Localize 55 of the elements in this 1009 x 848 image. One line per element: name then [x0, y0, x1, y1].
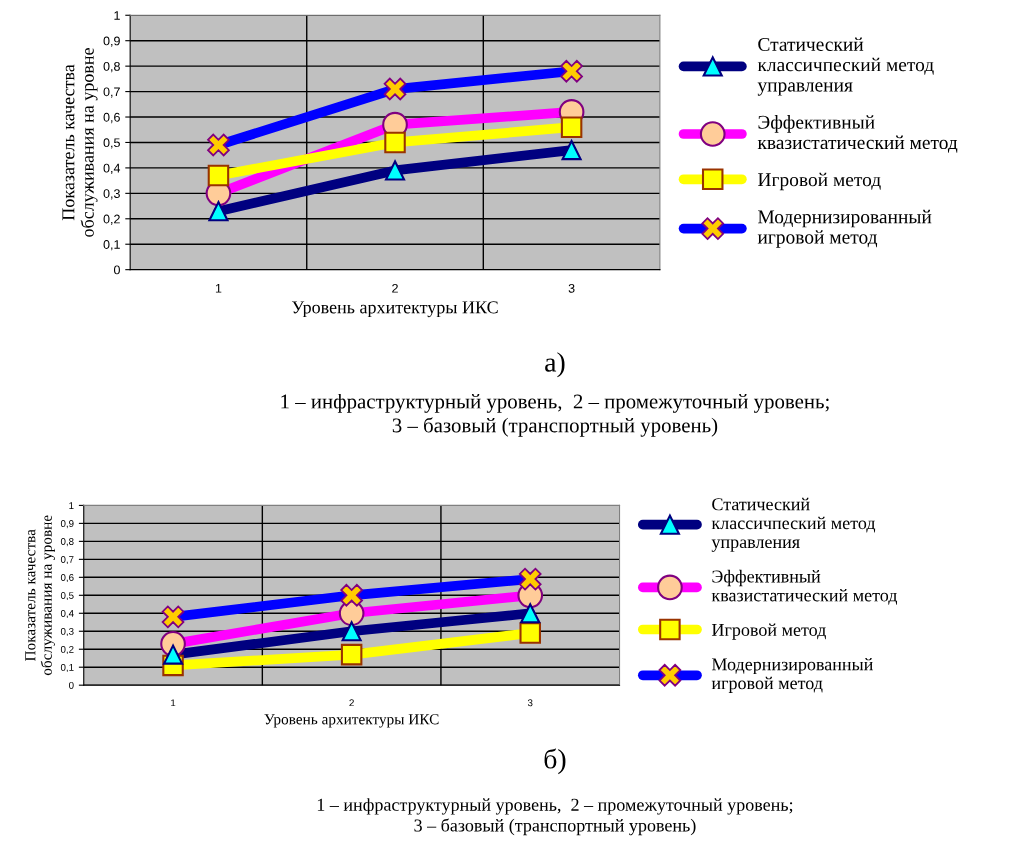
x-tick-label: 1: [171, 699, 176, 707]
y-axis-title: Показатель качества обслуживания на уровне: [62, 48, 98, 237]
legend-label: Игровой метод: [758, 172, 881, 191]
y-tick-label: 0,2: [103, 214, 120, 225]
text: 1 – инфраструктурный уровень, 2 – промежуточный уровень; 3 – базовый (транспортный уровень): [317, 798, 793, 836]
point: [520, 603, 541, 624]
y-tick-label: 0,4: [60, 610, 74, 619]
x-axis-title: Уровень архитектуры ИКС: [291, 301, 498, 318]
legend-label: Статический классичпеский метод управления: [757, 37, 934, 96]
point: [560, 116, 583, 138]
y-tick-label: 0,6: [60, 574, 74, 583]
x-tick-label: 1: [215, 284, 222, 293]
y-tick-label: 0,8: [103, 61, 120, 73]
y-tick-label: 1: [114, 11, 120, 20]
y-tick-label: 0,7: [60, 556, 74, 565]
y-tick-label: 0,5: [60, 592, 74, 601]
legend-label: Игровой метод: [711, 623, 826, 640]
text: 1 – инфраструктурный уровень, 2 – промежуточный уровень; 3 – базовый (транспортный уровень): [281, 393, 829, 437]
y-tick-label: 0,1: [103, 240, 120, 251]
y-tick-label: 0,3: [60, 627, 74, 637]
y-tick-label: 0: [69, 681, 74, 689]
point: [519, 622, 541, 644]
point: [162, 644, 184, 665]
y-tick-label: 0,4: [103, 163, 121, 175]
point: [341, 621, 362, 642]
x-tick-label: 3: [568, 283, 575, 293]
y-tick-label: 0,9: [60, 520, 74, 529]
x-axis-title: Уровень архитектуры ИКС: [264, 714, 439, 728]
y-tick-label: 0,1: [60, 663, 74, 672]
point: [384, 131, 406, 154]
y-tick-label: 1: [69, 502, 74, 509]
y-tick-label: 0,9: [103, 36, 120, 47]
text: б): [544, 748, 566, 775]
x-tick-label: 2: [349, 699, 354, 707]
x-tick-label: 2: [392, 283, 398, 293]
y-tick-label: 0,2: [60, 645, 74, 654]
y-tick-label: 0,8: [60, 538, 74, 547]
point: [208, 201, 229, 222]
y-tick-label: 0,7: [103, 87, 120, 98]
legend-label: Модернизированный игровой метод: [757, 209, 932, 248]
point: [207, 164, 230, 187]
y-axis-title: Показатель качества обслуживания на уровне: [25, 515, 55, 676]
legend-label: Эффективный квазистатический метод: [757, 115, 958, 153]
point: [384, 160, 406, 181]
legend-label: Статический классичпеский метод управления: [711, 497, 876, 552]
y-tick-label: 0,5: [103, 138, 120, 149]
y-tick-label: 0: [113, 265, 120, 275]
x-tick-label: 3: [527, 699, 533, 707]
legend-label: Модернизированный игровой метод: [711, 657, 873, 693]
text: а): [545, 352, 565, 378]
y-tick-label: 0,3: [103, 189, 120, 200]
y-tick-label: 0,6: [103, 112, 120, 124]
point: [340, 643, 363, 666]
point: [561, 140, 582, 161]
legend-label: Эффективный квазистатический метод: [711, 569, 898, 605]
